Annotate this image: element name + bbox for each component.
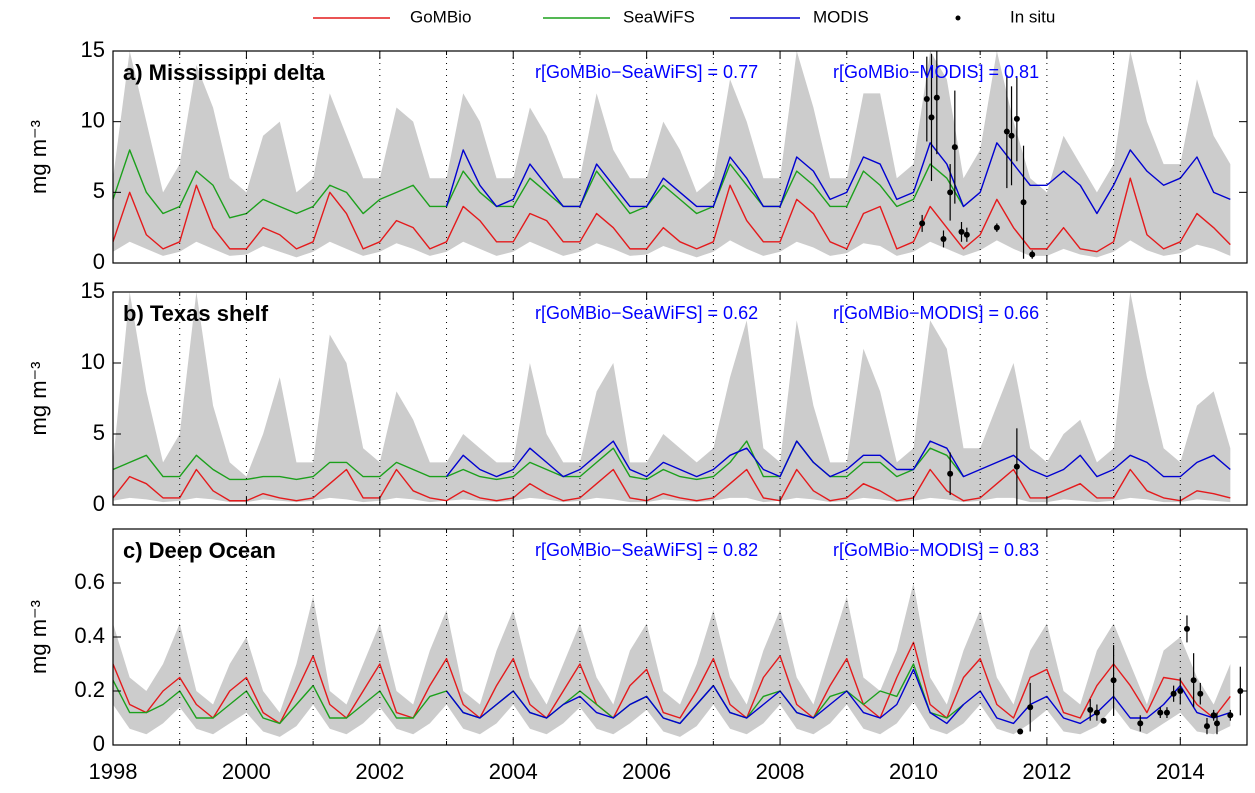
in-situ-point xyxy=(947,189,954,196)
x-tick-label: 2002 xyxy=(355,759,404,784)
in-situ-point xyxy=(963,231,970,238)
in-situ-point xyxy=(919,220,926,227)
in-situ-point xyxy=(951,144,958,151)
y-tick-label: 5 xyxy=(93,178,105,203)
series-line xyxy=(113,641,1231,725)
in-situ-point xyxy=(1029,251,1036,258)
in-situ-point xyxy=(928,114,935,121)
in-situ-point xyxy=(1027,704,1034,711)
in-situ-point xyxy=(1170,690,1177,697)
in-situ-point xyxy=(1213,720,1220,727)
plot-frame xyxy=(112,528,1248,746)
in-situ-point xyxy=(1190,677,1197,684)
in-situ-point xyxy=(1163,709,1170,716)
y-axis-label: mg m⁻³ xyxy=(26,120,51,194)
in-situ-point xyxy=(1003,128,1010,135)
x-tick-label: 2010 xyxy=(889,759,938,784)
panel: 0 5 10 15 b) Texas shelf r[GoMBio−SeaWiFS] = … xyxy=(26,278,1248,516)
panel-title: a) Mississippi delta xyxy=(123,60,325,85)
in-situ-point xyxy=(1013,115,1020,122)
in-situ-point xyxy=(1087,706,1094,713)
in-situ-point xyxy=(923,96,930,103)
y-axis-label: mg m⁻³ xyxy=(26,362,51,436)
legend-swatch xyxy=(955,15,961,21)
in-situ-point xyxy=(1227,712,1234,719)
in-situ-point xyxy=(1137,720,1144,727)
series-line xyxy=(113,149,965,219)
series-line xyxy=(445,142,1231,215)
in-situ-point xyxy=(1100,717,1107,724)
y-tick-label: 0 xyxy=(93,249,105,274)
in-situ-point xyxy=(993,224,1000,231)
y-tick-label: 10 xyxy=(81,349,105,374)
in-situ-point xyxy=(947,470,954,477)
legend-label: SeaWiFS xyxy=(623,7,695,26)
panel: 0 5 10 15 a) Mississippi delta r[GoMBio−SeaWi… xyxy=(26,37,1248,274)
panel-title: c) Deep Ocean xyxy=(123,538,276,563)
annotation: r[GoMBio−MODIS] = 0.81 xyxy=(833,62,1039,82)
y-tick-label: 15 xyxy=(81,278,105,303)
plot-area xyxy=(113,583,1244,737)
panel: 1998 2000 2002 2004 2006 2008 2010 2012 2014 0 0.2… xyxy=(26,528,1248,784)
panel-title: b) Texas shelf xyxy=(123,301,269,326)
y-tick-label: 0.6 xyxy=(74,569,105,594)
legend-label: In situ xyxy=(1010,7,1055,26)
annotation: r[GoMBio−SeaWiFS] = 0.82 xyxy=(535,540,758,560)
y-axis-label: mg m⁻³ xyxy=(26,600,51,674)
in-situ-point xyxy=(1017,728,1024,735)
x-tick-label: 2008 xyxy=(756,759,805,784)
y-tick-label: 10 xyxy=(81,107,105,132)
legend-label: GoMBio xyxy=(410,7,471,26)
y-tick-label: 0 xyxy=(93,731,105,756)
plot-frame xyxy=(112,291,1248,506)
plot-frame xyxy=(112,50,1248,264)
in-situ-point xyxy=(1157,709,1164,716)
x-tick-label: 2014 xyxy=(1156,759,1205,784)
y-tick-label: 15 xyxy=(81,37,105,62)
annotation: r[GoMBio−SeaWiFS] = 0.62 xyxy=(535,303,758,323)
y-tick-label: 5 xyxy=(93,420,105,445)
series-line xyxy=(445,440,1231,478)
in-situ-point xyxy=(1008,132,1015,139)
in-situ-point xyxy=(1013,463,1020,470)
in-situ-point xyxy=(958,228,965,235)
x-tick-label: 2000 xyxy=(222,759,271,784)
x-tick-label: 2006 xyxy=(622,759,671,784)
in-situ-point xyxy=(1093,709,1100,716)
range-band xyxy=(113,583,1231,737)
plot-area xyxy=(113,51,1231,259)
plot-area xyxy=(113,292,1231,505)
y-tick-label: 0.2 xyxy=(74,677,105,702)
in-situ-point xyxy=(1197,690,1204,697)
range-band xyxy=(113,292,1231,503)
series-line xyxy=(445,668,1231,725)
in-situ-point xyxy=(933,94,940,101)
series-line xyxy=(113,468,1231,502)
in-situ-point xyxy=(1203,723,1210,730)
x-tick-label: 1998 xyxy=(89,759,138,784)
y-tick-label: 0 xyxy=(93,491,105,516)
y-tick-label: 0.4 xyxy=(74,623,105,648)
legend-label: MODIS xyxy=(813,7,869,26)
in-situ-point xyxy=(940,235,947,242)
in-situ-point xyxy=(1110,677,1117,684)
in-situ-point xyxy=(1020,199,1027,206)
series-line xyxy=(113,177,1231,253)
in-situ-point xyxy=(1183,625,1190,632)
x-tick-label: 2004 xyxy=(489,759,538,784)
x-tick-label: 2012 xyxy=(1022,759,1071,784)
annotation: r[GoMBio−MODIS] = 0.83 xyxy=(833,540,1039,560)
annotation: r[GoMBio−SeaWiFS] = 0.77 xyxy=(535,62,758,82)
annotation: r[GoMBio−MODIS] = 0.66 xyxy=(833,303,1039,323)
range-band xyxy=(113,51,1231,258)
in-situ-point xyxy=(1210,712,1217,719)
